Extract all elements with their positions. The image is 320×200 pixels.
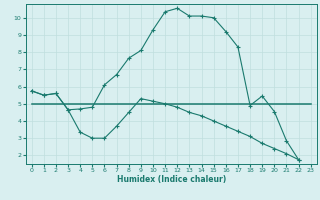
X-axis label: Humidex (Indice chaleur): Humidex (Indice chaleur) <box>116 175 226 184</box>
